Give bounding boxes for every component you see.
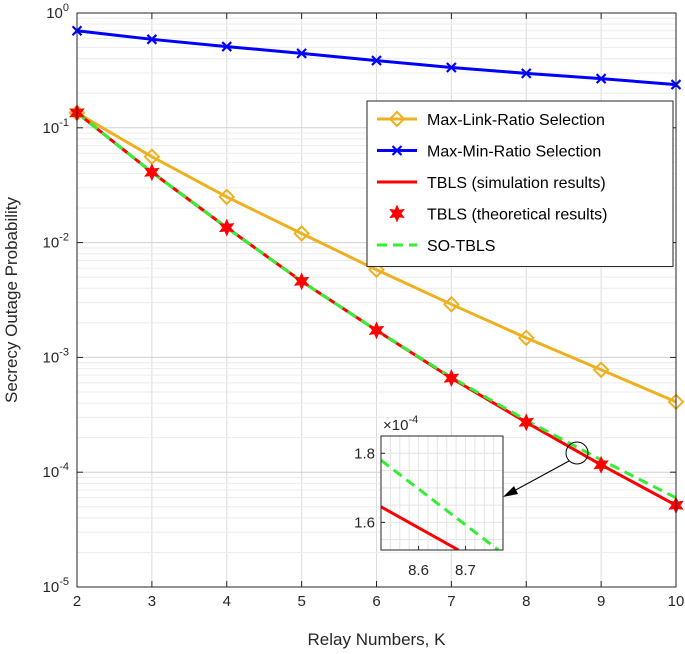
data-point-star (218, 218, 235, 237)
data-point-diamond (368, 261, 385, 279)
legend-label: Max-Link-Ratio Selection (427, 112, 605, 129)
data-point-x (146, 34, 158, 45)
legend-label: SO-TBLS (427, 238, 495, 255)
legend-entry: SO-TBLS (377, 238, 495, 255)
y-tick-label: 10-3 (43, 346, 69, 366)
legend-label: Max-Min-Ratio Selection (427, 144, 601, 161)
zoom-annotation (503, 441, 589, 497)
inset-line (381, 505, 460, 550)
y-tick-label: 10-5 (43, 576, 69, 596)
x-tick-labels: 2 3 4 5 6 7 8 9 10 (73, 593, 685, 610)
data-point-x (595, 73, 607, 84)
data-point-diamond (592, 361, 610, 379)
x-tick-label: 8 (522, 593, 530, 610)
x-axis-label: Relay Numbers, K (308, 630, 447, 649)
data-point-star (143, 163, 160, 182)
y-tick-label: 10-2 (43, 232, 69, 252)
y-tick-label: 100 (46, 2, 69, 22)
legend-entry: Max-Link-Ratio Selection (377, 110, 605, 129)
legend-box (366, 100, 674, 267)
data-point-x (221, 41, 233, 52)
x-tick-label: 9 (597, 593, 605, 610)
data-point-star (389, 204, 405, 223)
data-point-star (293, 272, 310, 291)
zoom-arrow-head (503, 486, 518, 497)
legend: Max-Link-Ratio Selection Max-Min-Ratio Se… (366, 100, 674, 267)
y-tick-labels: 10-5 10-4 10-3 10-2 10-1 100 (43, 2, 69, 596)
y-axis-label: Secrecy Outage Probability (2, 197, 21, 403)
x-tick-label: 2 (73, 593, 81, 610)
inset-box (380, 435, 504, 551)
inset-x-tick-label: 8.6 (408, 562, 429, 579)
data-point-diamond (388, 110, 406, 128)
data-point-diamond (218, 188, 236, 206)
legend-entry: TBLS (theoretical results) (389, 204, 608, 224)
data-point-x (520, 68, 532, 79)
x-tick-label: 7 (447, 593, 455, 610)
data-point-star (593, 455, 610, 474)
x-tick-label: 5 (297, 593, 305, 610)
inset-x-tick-label: 8.7 (455, 562, 476, 579)
inset-lines (381, 458, 500, 550)
data-point-star (368, 321, 385, 340)
data-point-diamond (517, 329, 535, 347)
inset-background (381, 436, 503, 550)
data-point-x (446, 62, 457, 73)
inset-exponent-label: ×10-4 (383, 414, 418, 434)
x-tick-label: 6 (372, 593, 380, 610)
y-tick-label: 10-1 (43, 117, 69, 137)
x-tick-label: 3 (148, 593, 156, 610)
legend-entry: Max-Min-Ratio Selection (377, 144, 601, 161)
inset-y-tick-label: 1.8 (354, 445, 375, 462)
x-tick-label: 4 (223, 593, 231, 610)
legend-label: TBLS (simulation results) (427, 175, 606, 192)
data-point-star (518, 413, 535, 432)
data-point-x (371, 55, 382, 66)
data-point-x (391, 145, 403, 156)
data-point-diamond (442, 295, 460, 313)
zoom-arrow-line (511, 460, 570, 493)
data-point-diamond (293, 225, 311, 242)
x-tick-label: 10 (668, 593, 685, 610)
data-point-x (296, 48, 307, 59)
zoom-circle (565, 441, 589, 465)
legend-entry: TBLS (simulation results) (377, 175, 606, 192)
y-tick-label: 10-4 (43, 461, 69, 481)
series-line (76, 111, 677, 404)
inset-line (381, 458, 500, 550)
inset-y-tick-label: 1.6 (354, 514, 375, 531)
data-point-star (443, 368, 460, 388)
inset-zoom-plot: 8.6 8.7 1.6 1.8 ×10-4 (354, 414, 504, 579)
legend-label: TBLS (theoretical results) (427, 207, 608, 224)
axis-ticks (76, 12, 677, 588)
